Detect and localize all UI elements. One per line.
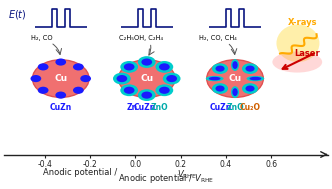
Text: X-rays: X-rays xyxy=(288,19,317,27)
Circle shape xyxy=(38,87,48,94)
Circle shape xyxy=(119,60,175,97)
Ellipse shape xyxy=(231,86,239,98)
Text: Cu: Cu xyxy=(228,74,242,83)
Ellipse shape xyxy=(232,88,238,96)
Ellipse shape xyxy=(247,76,264,81)
Text: CuZn: CuZn xyxy=(49,103,72,112)
Text: H₂, CO: H₂, CO xyxy=(31,35,52,41)
Circle shape xyxy=(242,63,258,74)
Text: Cu: Cu xyxy=(54,74,67,83)
Circle shape xyxy=(55,91,66,99)
Circle shape xyxy=(163,73,181,84)
Circle shape xyxy=(212,63,228,74)
Circle shape xyxy=(120,61,138,73)
Circle shape xyxy=(124,63,134,70)
Circle shape xyxy=(113,73,131,84)
Circle shape xyxy=(73,63,84,70)
Circle shape xyxy=(159,87,170,94)
Circle shape xyxy=(124,87,134,94)
Text: C₂H₅OH, C₂H₄: C₂H₅OH, C₂H₄ xyxy=(119,35,163,41)
Circle shape xyxy=(141,91,152,99)
Circle shape xyxy=(138,56,156,68)
Circle shape xyxy=(73,87,84,94)
Text: CuZn: CuZn xyxy=(209,103,231,112)
Circle shape xyxy=(215,66,225,72)
Circle shape xyxy=(80,75,91,82)
Text: Anodic potential /: Anodic potential / xyxy=(43,168,120,177)
Circle shape xyxy=(117,75,127,82)
Circle shape xyxy=(207,60,263,97)
Ellipse shape xyxy=(231,59,239,71)
Circle shape xyxy=(141,58,152,66)
Text: Laser: Laser xyxy=(294,49,320,58)
Text: ZnO: ZnO xyxy=(226,103,244,112)
Text: ZnO: ZnO xyxy=(150,103,168,112)
Circle shape xyxy=(33,60,89,97)
Ellipse shape xyxy=(249,77,261,80)
Text: Cu: Cu xyxy=(140,74,153,83)
Circle shape xyxy=(242,83,258,94)
Circle shape xyxy=(212,83,228,94)
Ellipse shape xyxy=(277,24,319,62)
Circle shape xyxy=(31,75,41,82)
Circle shape xyxy=(166,75,177,82)
Text: Cu₂O: Cu₂O xyxy=(239,103,260,112)
Circle shape xyxy=(155,84,173,96)
Circle shape xyxy=(38,63,48,70)
Ellipse shape xyxy=(232,61,238,69)
X-axis label: Anodic potential / $V_{\mathrm{RHE}}$: Anodic potential / $V_{\mathrm{RHE}}$ xyxy=(118,172,214,185)
Ellipse shape xyxy=(209,77,220,80)
Ellipse shape xyxy=(206,76,223,81)
Circle shape xyxy=(245,85,255,92)
Circle shape xyxy=(55,58,66,66)
Circle shape xyxy=(215,85,225,92)
Ellipse shape xyxy=(272,52,322,73)
Text: CuZn: CuZn xyxy=(133,103,156,112)
Circle shape xyxy=(159,63,170,70)
Text: $V_{\mathrm{RHE}}$: $V_{\mathrm{RHE}}$ xyxy=(177,168,197,180)
Circle shape xyxy=(245,66,255,72)
Text: H₂, CO, CH₄: H₂, CO, CH₄ xyxy=(199,35,237,41)
Circle shape xyxy=(155,61,173,73)
Text: $E(t)$: $E(t)$ xyxy=(8,8,26,21)
Circle shape xyxy=(120,84,138,96)
Text: Zn: Zn xyxy=(126,103,138,112)
Circle shape xyxy=(138,89,156,101)
